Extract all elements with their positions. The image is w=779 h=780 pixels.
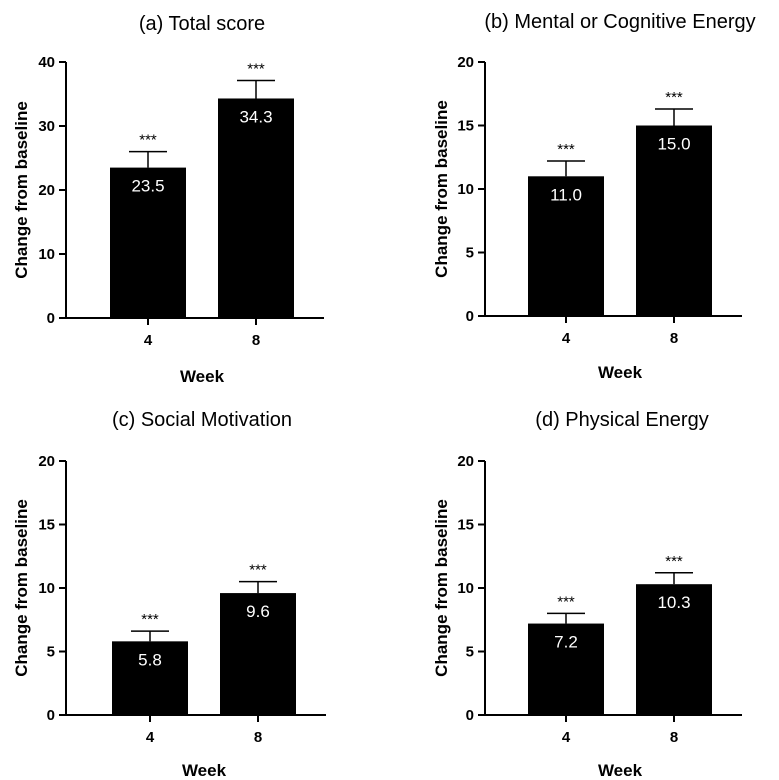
- panel-1-bar: [110, 167, 186, 318]
- panel-2-y-tick-label: 20: [457, 54, 474, 71]
- panel-3-y-axis-label: Change from baseline: [12, 499, 31, 677]
- panel-2-y-axis-label: Change from baseline: [432, 100, 451, 278]
- panel-2-value-label: 11.0: [550, 185, 582, 204]
- panel-3-y-tick-label: 0: [47, 707, 55, 724]
- panel-4-y-tick-label: 10: [457, 580, 474, 597]
- panel-4-y-tick-label: 0: [466, 707, 474, 724]
- panel-3-y-tick-label: 5: [47, 644, 55, 661]
- panel-2-bar: [528, 176, 604, 316]
- panel-1-significance-label: ***: [247, 61, 265, 78]
- panel-4-value-label: 10.3: [657, 593, 690, 612]
- panel-3-x-tick-label: 8: [254, 729, 262, 746]
- panel-2-significance-label: ***: [557, 141, 575, 158]
- panel-2-y-tick-label: 15: [457, 118, 474, 135]
- panel-3-value-label: 9.6: [246, 602, 270, 621]
- panel-2-value-label: 15.0: [657, 135, 690, 154]
- panel-1-title: (a) Total score: [139, 13, 265, 35]
- panel-4-bar: [636, 584, 712, 715]
- panel-4-y-tick-label: 5: [466, 644, 474, 661]
- panel-1-value-label: 34.3: [239, 107, 272, 126]
- panel-4-x-tick-label: 4: [562, 729, 571, 746]
- panel-1-bar: [218, 98, 294, 318]
- panel-3-x-tick-label: 4: [146, 729, 155, 746]
- panel-1-y-tick-label: 20: [38, 182, 55, 199]
- panel-2-x-tick-label: 8: [670, 330, 678, 347]
- panel-3-value-label: 5.8: [138, 650, 162, 669]
- panel-1-x-axis-label: Week: [180, 367, 225, 386]
- panel-4-y-tick-label: 15: [457, 517, 474, 534]
- panel-3-y-tick-label: 15: [38, 517, 55, 534]
- panel-2-x-axis-label: Week: [598, 363, 643, 382]
- panel-1-y-tick-label: 30: [38, 118, 55, 135]
- panel-3-y-tick-label: 20: [38, 453, 55, 470]
- panel-4-x-tick-label: 8: [670, 729, 678, 746]
- panel-3-bar: [220, 593, 296, 715]
- panel-2-bar: [636, 125, 712, 316]
- panel-1-x-tick-label: 8: [252, 332, 260, 349]
- panel-2-y-tick-label: 10: [457, 181, 474, 198]
- panel-2-title: (b) Mental or Cognitive Energy: [484, 11, 755, 33]
- panel-4-significance-label: ***: [557, 593, 575, 610]
- panel-1-value-label: 23.5: [131, 177, 164, 196]
- panel-2-y-tick-label: 5: [466, 245, 474, 262]
- panel-3-x-axis-label: Week: [182, 761, 227, 780]
- panel-1-y-tick-label: 10: [38, 246, 55, 263]
- panel-3-significance-label: ***: [249, 562, 267, 579]
- panel-3-title: (c) Social Motivation: [112, 409, 292, 431]
- panel-2-significance-label: ***: [665, 89, 683, 106]
- panel-4-x-axis-label: Week: [598, 761, 643, 780]
- panel-4-y-axis-label: Change from baseline: [432, 499, 451, 677]
- panel-4-value-label: 7.2: [554, 633, 578, 652]
- panel-4-bar: [528, 623, 604, 715]
- panel-1-x-tick-label: 4: [144, 332, 153, 349]
- panel-2-y-tick-label: 0: [466, 308, 474, 325]
- panel-1-y-tick-label: 0: [47, 310, 55, 327]
- panel-3-bar: [112, 641, 188, 715]
- panel-3-y-tick-label: 10: [38, 580, 55, 597]
- panel-4-title: (d) Physical Energy: [535, 409, 708, 431]
- panel-1-significance-label: ***: [139, 132, 157, 149]
- panel-2-x-tick-label: 4: [562, 330, 571, 347]
- panel-1-y-tick-label: 40: [38, 54, 55, 71]
- panel-4-y-tick-label: 20: [457, 453, 474, 470]
- panel-3-significance-label: ***: [141, 611, 159, 628]
- panel-1-y-axis-label: Change from baseline: [12, 101, 31, 279]
- panel-4-significance-label: ***: [665, 553, 683, 570]
